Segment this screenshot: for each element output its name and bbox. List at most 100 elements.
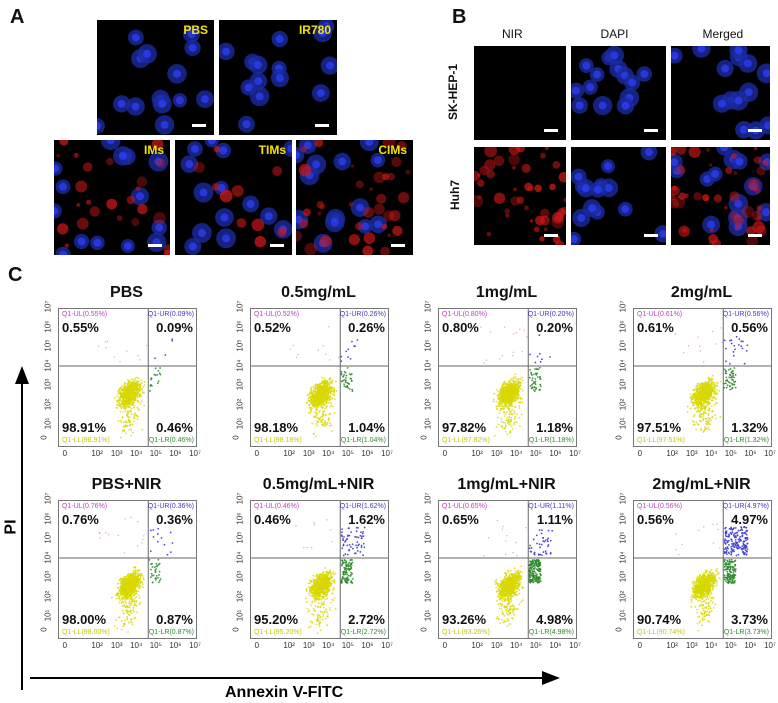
micrograph-0: PBS [97, 20, 214, 135]
scatter [251, 309, 388, 446]
nir-signal [116, 215, 123, 221]
cell-nucleus-core [571, 235, 578, 244]
event-dot-ll [320, 415, 323, 418]
event-dot-ll [322, 406, 325, 409]
event-dot-ll [314, 384, 317, 387]
image-label: PBS [183, 23, 208, 37]
nir-signal [362, 206, 375, 218]
nir-signal [752, 179, 757, 184]
nir-signal [155, 158, 166, 168]
flow-plot: PBS Q1-UL(0.55%) Q1-UR(0.09%) Q1-LL(98.91%)… [30, 284, 220, 464]
nir-signal [516, 196, 525, 204]
x-tick-label: 0 [62, 449, 68, 458]
cell-nucleus-core [59, 250, 68, 255]
event-dot-ll [123, 407, 126, 410]
event-dot-ll [119, 387, 122, 390]
event-dot-ll [136, 418, 139, 421]
event-dot-ll [117, 399, 120, 402]
nir-signal [396, 141, 407, 152]
cell-nucleus-core [734, 96, 743, 105]
nir-signal [702, 194, 710, 202]
event-dot-ll [132, 399, 134, 402]
nir-signal [163, 249, 170, 255]
nir-signal [512, 165, 516, 170]
quadrant-lr-value: 0.46% [156, 420, 193, 435]
panel-a-label: A [10, 6, 25, 28]
event-dot-ll [328, 413, 331, 416]
event-dot-ll [316, 409, 319, 412]
event-dot-ll [328, 383, 331, 386]
cell-nucleus-core [54, 206, 59, 215]
event-dot-ll [307, 412, 310, 414]
cell-nucleus-core [219, 146, 228, 155]
event-dot-ll [136, 391, 139, 394]
cell-nucleus-core [734, 199, 743, 208]
event-dot-lr [153, 373, 156, 376]
nir-signal [151, 140, 164, 151]
event-dot-ll [329, 405, 332, 408]
event-dot-ll [137, 388, 140, 391]
event-dot-lr [149, 389, 151, 392]
event-dot-ll [126, 402, 128, 404]
nir-signal [753, 156, 762, 164]
event-dot-ll [311, 422, 313, 425]
nir-signal [354, 222, 364, 231]
cell-nucleus-core [671, 158, 679, 167]
cell-nucleus-core [187, 30, 196, 39]
cell-nucleus-core [190, 144, 199, 153]
event-dot-ll [335, 390, 338, 392]
column-header: DAPI [600, 27, 629, 41]
event-dot-ll [133, 420, 135, 423]
nir-signal [106, 198, 118, 210]
event-dot-ll [314, 411, 317, 414]
nir-signal [766, 165, 770, 169]
panel-b-label: B [452, 6, 467, 28]
event-dot-lr [156, 373, 159, 376]
event-dot-ll [138, 388, 141, 391]
cell-nucleus-core [604, 162, 613, 171]
nir-signal [688, 147, 701, 158]
nir-signal [348, 234, 360, 246]
cell-nucleus-core [131, 102, 140, 111]
event-dot-ll [133, 404, 136, 407]
nir-signal [236, 218, 247, 228]
scale-bar [192, 124, 206, 127]
cell-nucleus-core [739, 125, 748, 134]
nir-signal [675, 147, 687, 155]
cell-nucleus-core [118, 151, 127, 160]
event-dot-ll [331, 379, 334, 382]
event-dot-ll [122, 390, 125, 393]
event-dot-ll [123, 404, 126, 407]
nir-signal [56, 153, 61, 158]
event-dot-ll [314, 388, 317, 391]
event-dot-ll [328, 378, 331, 381]
event-dot-ll [126, 421, 129, 424]
cell-nucleus-core [762, 208, 770, 217]
event-dot-ul [104, 341, 107, 343]
event-dot-ll [127, 400, 130, 402]
event-dot-ll [325, 384, 328, 387]
cell-nucleus-core [106, 140, 115, 145]
nir-signal [734, 226, 738, 231]
event-dot-ll [309, 395, 311, 398]
nir-signal [391, 156, 402, 167]
event-dot-ll [123, 399, 126, 402]
cell-nucleus-core [197, 228, 206, 237]
event-dot-ll [330, 430, 333, 433]
nir-signal [755, 215, 761, 221]
nir-signal [82, 162, 93, 172]
cell-nucleus-core [135, 192, 144, 201]
cell-nucleus-core [582, 184, 591, 193]
nir-signal [474, 170, 480, 182]
event-dot-ll [327, 401, 330, 404]
micrograph [571, 46, 653, 116]
event-dot-ul [139, 359, 141, 361]
nir-signal [678, 192, 686, 200]
event-dot-ul [137, 354, 139, 357]
cell-nucleus-core [325, 61, 334, 70]
nir-signal [59, 140, 69, 146]
event-dot-ll [330, 382, 333, 385]
cell-nucleus-core [131, 33, 140, 42]
event-dot-ll [134, 379, 136, 382]
event-dot-ll [130, 396, 132, 399]
